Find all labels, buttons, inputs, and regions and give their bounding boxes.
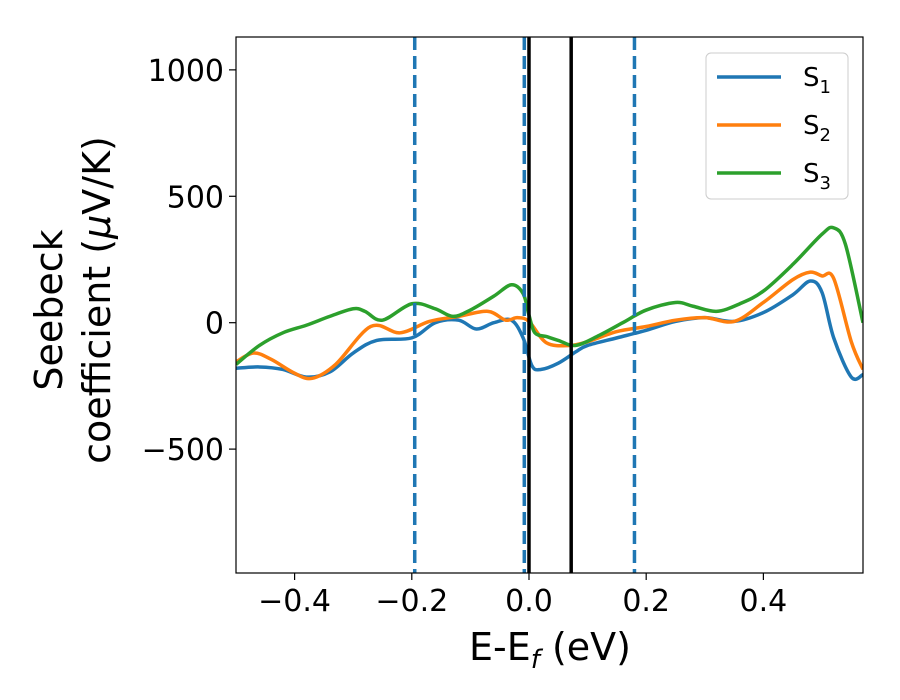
- x-axis-label: E-Ef (eV): [469, 625, 631, 675]
- legend-label-s3: S3: [803, 159, 831, 194]
- legend-label-s1: S1: [803, 63, 831, 98]
- x-tick-label: −0.4: [258, 584, 331, 619]
- series-line-s2: [236, 270, 863, 381]
- reference-lines: [412, 37, 637, 573]
- y-tick-label: 500: [167, 180, 224, 215]
- legend-label-sub: 1: [820, 77, 831, 98]
- y-axis-label-line2: coefficient (μV/K): [75, 136, 119, 464]
- plot-frame: [235, 36, 864, 574]
- y-tick-label: −500: [142, 433, 224, 468]
- series-line-s1: [236, 279, 863, 382]
- x-axis-label-suffix: (eV): [540, 625, 631, 669]
- x-axis: −0.4 −0.2 0.0 0.2 0.4: [258, 573, 787, 619]
- y-tick-label: 0: [205, 307, 224, 342]
- x-tick-label: 0.0: [505, 584, 553, 619]
- x-tick-label: 0.4: [740, 584, 788, 619]
- legend-label-s2: S2: [803, 111, 831, 146]
- x-tick-label: 0.2: [622, 584, 670, 619]
- x-tick-label: −0.2: [375, 584, 448, 619]
- x-axis-label-base: E-E: [469, 625, 531, 669]
- legend-label-sub: 3: [820, 173, 831, 194]
- y-axis-label-line1: Seebeck: [27, 229, 71, 390]
- series-layer: [236, 225, 863, 382]
- y-axis-label: Seebeck coefficient (μV/K): [27, 136, 119, 464]
- y-axis: −500 0 500 1000: [142, 54, 236, 468]
- legend-label-base: S: [803, 159, 820, 189]
- y-tick-label: 1000: [148, 54, 224, 89]
- legend-label-sub: 2: [820, 125, 831, 146]
- series-line-s3: [236, 225, 863, 366]
- y-axis-label-mu: μ: [75, 215, 119, 240]
- y-axis-label-unit: V/K): [75, 136, 119, 215]
- legend-label-base: S: [803, 111, 820, 141]
- legend-label-base: S: [803, 63, 820, 93]
- y-axis-label-prefix: coefficient (: [75, 239, 119, 464]
